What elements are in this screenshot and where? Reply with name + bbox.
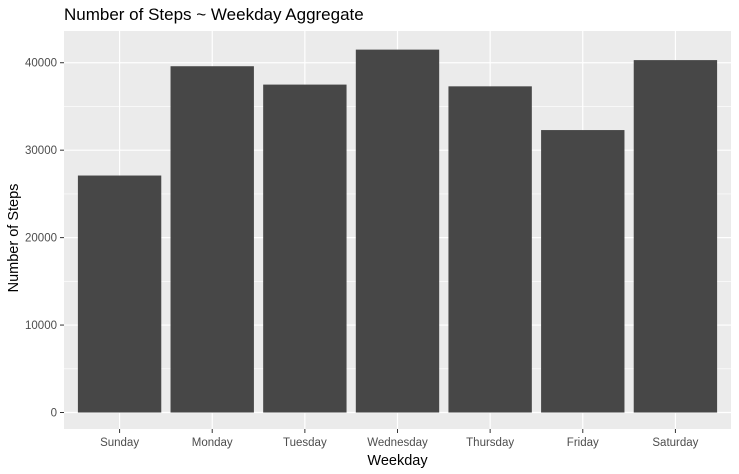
bar-friday xyxy=(541,130,625,413)
x-tick-label-monday: Monday xyxy=(192,437,233,449)
y-tick-label: 40000 xyxy=(25,58,57,70)
x-axis: Sunday Monday Tuesday Wednesday Thursday Frid… xyxy=(100,429,699,449)
y-tick-label: 30000 xyxy=(25,145,57,157)
y-tick-label: 0 xyxy=(51,408,57,420)
y-tick-label: 10000 xyxy=(25,320,57,332)
x-tick-label-friday: Friday xyxy=(567,437,599,449)
bars xyxy=(77,49,718,413)
x-tick-label-wednesday: Wednesday xyxy=(367,437,428,449)
x-tick-label-saturday: Saturday xyxy=(652,437,698,449)
bar-tuesday xyxy=(263,84,347,413)
x-tick-label-thursday: Thursday xyxy=(466,437,514,449)
y-axis: 0 10000 20000 30000 40000 xyxy=(25,58,64,420)
y-axis-title: Number of Steps xyxy=(6,184,22,293)
bar-saturday xyxy=(633,60,718,413)
bar-wednesday xyxy=(355,49,440,413)
bar-monday xyxy=(170,66,254,413)
bar-thursday xyxy=(448,86,532,413)
y-tick-label: 20000 xyxy=(25,233,57,245)
x-tick-label-sunday: Sunday xyxy=(100,437,139,449)
x-tick-label-tuesday: Tuesday xyxy=(283,437,327,449)
chart-title: Number of Steps ~ Weekday Aggregate xyxy=(64,5,364,24)
x-axis-title: Weekday xyxy=(367,453,428,469)
bar-sunday xyxy=(77,175,162,413)
